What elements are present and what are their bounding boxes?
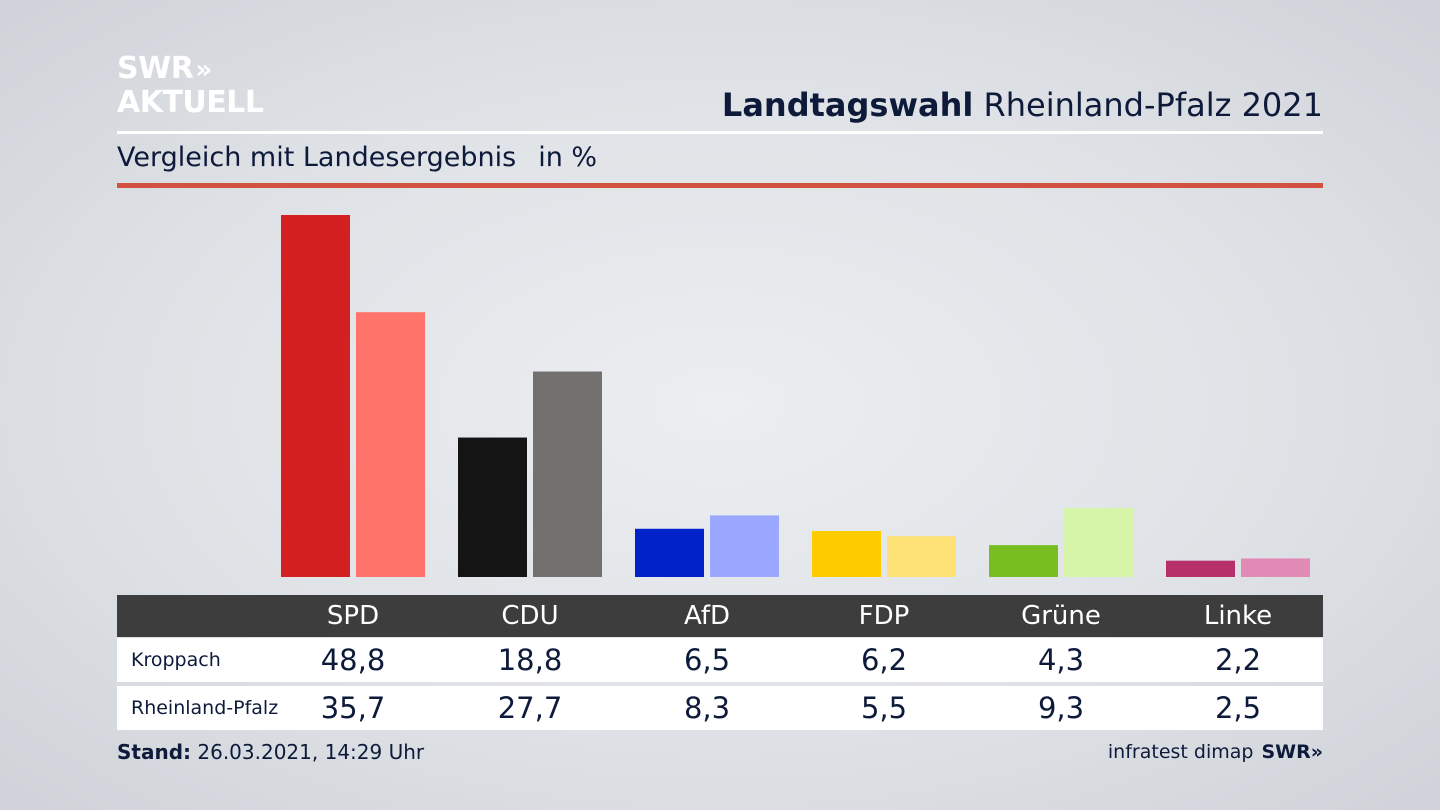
- value-cdu-rheinland-pfalz: 27,7: [497, 691, 563, 725]
- row-label-kroppach: Kroppach: [131, 649, 221, 671]
- stand-value: 26.03.2021, 14:29 Uhr: [191, 740, 425, 764]
- timestamp: Stand: 26.03.2021, 14:29 Uhr: [117, 740, 424, 764]
- value-fdp-rheinland-pfalz: 5,5: [860, 691, 908, 725]
- value-afd-rheinland-pfalz: 8,3: [683, 691, 731, 725]
- value-afd-kroppach: 6,5: [683, 643, 731, 677]
- bar-spd-kroppach: [281, 215, 350, 577]
- value-cdu-kroppach: 18,8: [497, 643, 563, 677]
- value-gruene-rheinland-pfalz: 9,3: [1037, 691, 1085, 725]
- source-credit: infratest dimap SWR»: [1108, 741, 1323, 763]
- bar-gruene-kroppach: [989, 545, 1058, 577]
- logo-line-1: SWR»: [117, 54, 264, 86]
- subtitle-divider: [117, 183, 1323, 188]
- bar-cdu-rheinland-pfalz: [533, 371, 602, 577]
- bar-afd-kroppach: [635, 528, 704, 577]
- stand-label: Stand:: [117, 740, 192, 764]
- category-label-spd: SPD: [326, 601, 380, 631]
- table-row-kroppach: Kroppach 48,8 18,8 6,5 6,2 4,3 2,2: [117, 638, 1323, 682]
- bar-gruene-rheinland-pfalz: [1064, 508, 1133, 577]
- value-fdp-kroppach: 6,2: [860, 643, 908, 677]
- bar-cdu-kroppach: [458, 437, 527, 577]
- title-rest: Rheinland-Pfalz 2021: [973, 86, 1323, 124]
- results-table-header: SPD CDU AfD FDP Grüne Linke: [117, 595, 1323, 637]
- chart-subtitle: Vergleich mit Landesergebnis in %: [117, 142, 597, 173]
- bar-fdp-rheinland-pfalz: [887, 536, 956, 577]
- row-label-rheinland-pfalz: Rheinland-Pfalz: [131, 697, 279, 719]
- title-divider: [117, 131, 1323, 134]
- page-title: Landtagswahl Rheinland-Pfalz 2021: [722, 86, 1323, 124]
- logo-line-2: AKTUELL: [117, 85, 264, 120]
- value-spd-rheinland-pfalz: 35,7: [320, 691, 386, 725]
- title-bold: Landtagswahl: [721, 86, 974, 124]
- value-gruene-kroppach: 4,3: [1037, 643, 1085, 677]
- value-linke-rheinland-pfalz: 2,5: [1214, 691, 1262, 725]
- category-label-linke: Linke: [1203, 601, 1273, 631]
- bar-linke-rheinland-pfalz: [1241, 558, 1310, 577]
- logo-chevrons-icon: »: [195, 55, 212, 85]
- category-label-fdp: FDP: [858, 601, 910, 631]
- category-label-gruene: Grüne: [1021, 601, 1101, 631]
- value-spd-kroppach: 48,8: [320, 643, 386, 677]
- bar-linke-kroppach: [1166, 560, 1235, 577]
- subtitle-unit: in %: [538, 142, 598, 173]
- subtitle-label: Vergleich mit Landesergebnis: [117, 142, 517, 173]
- swr-aktuell-logo: SWR» AKTUELL: [117, 54, 264, 118]
- source-text: infratest dimap: [1107, 741, 1254, 763]
- bar-spd-rheinland-pfalz: [356, 312, 425, 577]
- logo-swr-text: SWR: [117, 51, 194, 86]
- swr-brand-logo: SWR»: [1261, 741, 1323, 763]
- bar-fdp-kroppach: [812, 531, 881, 577]
- category-label-afd: AfD: [683, 601, 731, 631]
- category-label-cdu: CDU: [501, 601, 559, 631]
- value-linke-kroppach: 2,2: [1214, 643, 1262, 677]
- table-row-rheinland-pfalz: Rheinland-Pfalz 35,7 27,7 8,3 5,5 9,3 2,5: [117, 686, 1323, 730]
- bar-afd-rheinland-pfalz: [710, 515, 779, 577]
